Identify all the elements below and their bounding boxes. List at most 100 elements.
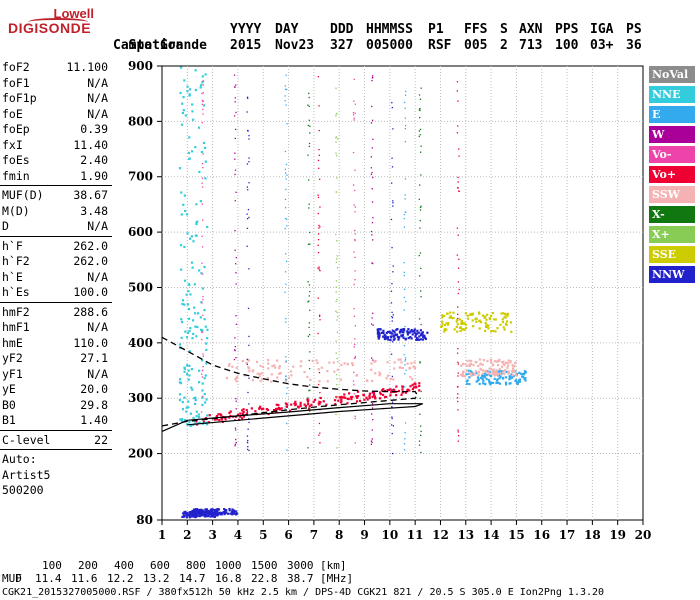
echo-point	[191, 337, 194, 340]
echo-point	[287, 376, 291, 379]
echo-point	[206, 423, 209, 426]
echo-point	[354, 206, 356, 208]
echo-point	[200, 331, 203, 333]
echo-point	[318, 434, 320, 436]
echo-point	[234, 349, 236, 352]
echo-point	[261, 378, 264, 381]
echo-point	[401, 328, 404, 331]
echo-point	[248, 449, 250, 452]
echo-point	[186, 331, 190, 334]
echo-point	[200, 272, 203, 275]
echo-point	[286, 174, 288, 176]
echo-point	[509, 361, 512, 364]
echo-point	[336, 319, 338, 321]
echo-point	[234, 200, 236, 202]
echo-point	[391, 417, 393, 420]
echo-point	[503, 373, 506, 376]
echo-point	[286, 449, 288, 451]
echo-point	[457, 348, 459, 350]
echo-point	[453, 328, 456, 331]
echo-point	[358, 399, 362, 403]
echo-point	[310, 403, 313, 406]
param-value: N/A	[87, 269, 108, 284]
echo-point	[229, 512, 232, 515]
echo-point	[378, 391, 382, 394]
echo-point	[457, 440, 459, 442]
x-tick-label: 17	[559, 528, 576, 542]
echo-point	[204, 177, 207, 180]
echo-point	[368, 392, 372, 395]
echo-point	[337, 138, 339, 140]
echo-point	[335, 233, 337, 236]
x-tick-label: 8	[335, 528, 343, 542]
echo-point	[197, 413, 200, 416]
echo-point	[354, 270, 356, 272]
echo-point	[247, 439, 249, 442]
echo-point	[235, 408, 237, 410]
echo-point	[284, 95, 286, 97]
x-tick-label: 4	[234, 528, 242, 542]
echo-point	[185, 373, 189, 376]
echo-point	[419, 413, 421, 415]
echo-point	[290, 403, 293, 406]
echo-point	[397, 336, 400, 339]
echo-point	[285, 74, 287, 76]
echo-point	[403, 213, 405, 216]
echo-point	[319, 206, 321, 208]
echo-point	[487, 327, 490, 330]
echo-point	[471, 312, 474, 315]
echo-point	[203, 392, 206, 396]
echo-point	[336, 368, 339, 371]
echo-point	[317, 75, 320, 78]
param-label: hmF2	[2, 304, 30, 319]
echo-point	[473, 372, 476, 375]
muf-unit: [MHz]	[320, 572, 354, 585]
echo-point	[335, 340, 337, 342]
echo-point	[498, 382, 502, 385]
echo-point	[333, 399, 337, 402]
echo-point	[259, 364, 262, 368]
echo-point	[233, 358, 236, 361]
echo-point	[414, 334, 417, 337]
echo-point	[505, 320, 509, 323]
echo-point	[187, 406, 190, 409]
echo-point	[391, 315, 393, 318]
echo-point	[342, 396, 345, 399]
echo-point	[492, 318, 496, 321]
x-tick-label: 18	[584, 528, 601, 542]
echo-point	[408, 389, 411, 392]
echo-point	[201, 287, 204, 290]
echo-point	[188, 88, 192, 91]
echo-point	[460, 364, 463, 367]
echo-point	[248, 138, 250, 140]
echo-point	[317, 233, 320, 235]
echo-point	[178, 393, 182, 396]
param-label: MUF(D)	[2, 188, 44, 202]
echo-point	[383, 334, 386, 337]
muf-value: 12.2	[107, 572, 134, 585]
echo-point	[217, 508, 221, 511]
echo-point	[202, 113, 204, 115]
echo-point	[399, 329, 402, 333]
echo-point	[354, 343, 356, 346]
echo-point	[178, 381, 182, 384]
echo-point	[308, 405, 311, 408]
echo-point	[488, 367, 491, 370]
hdr-day-value: Nov23	[275, 38, 315, 53]
echo-point	[336, 311, 338, 314]
echo-point	[475, 320, 478, 323]
echo-point	[181, 102, 184, 105]
echo-point	[419, 151, 422, 153]
echo-point	[201, 219, 204, 221]
echo-point	[371, 357, 373, 359]
echo-point	[411, 378, 414, 381]
echo-point	[214, 511, 217, 514]
echo-point	[241, 359, 244, 363]
echo-point	[208, 414, 211, 417]
echo-point	[370, 379, 374, 383]
echo-point	[188, 516, 191, 519]
echo-point	[202, 366, 204, 368]
echo-point	[284, 150, 287, 153]
echo-point	[457, 431, 459, 433]
echo-point	[404, 357, 407, 359]
